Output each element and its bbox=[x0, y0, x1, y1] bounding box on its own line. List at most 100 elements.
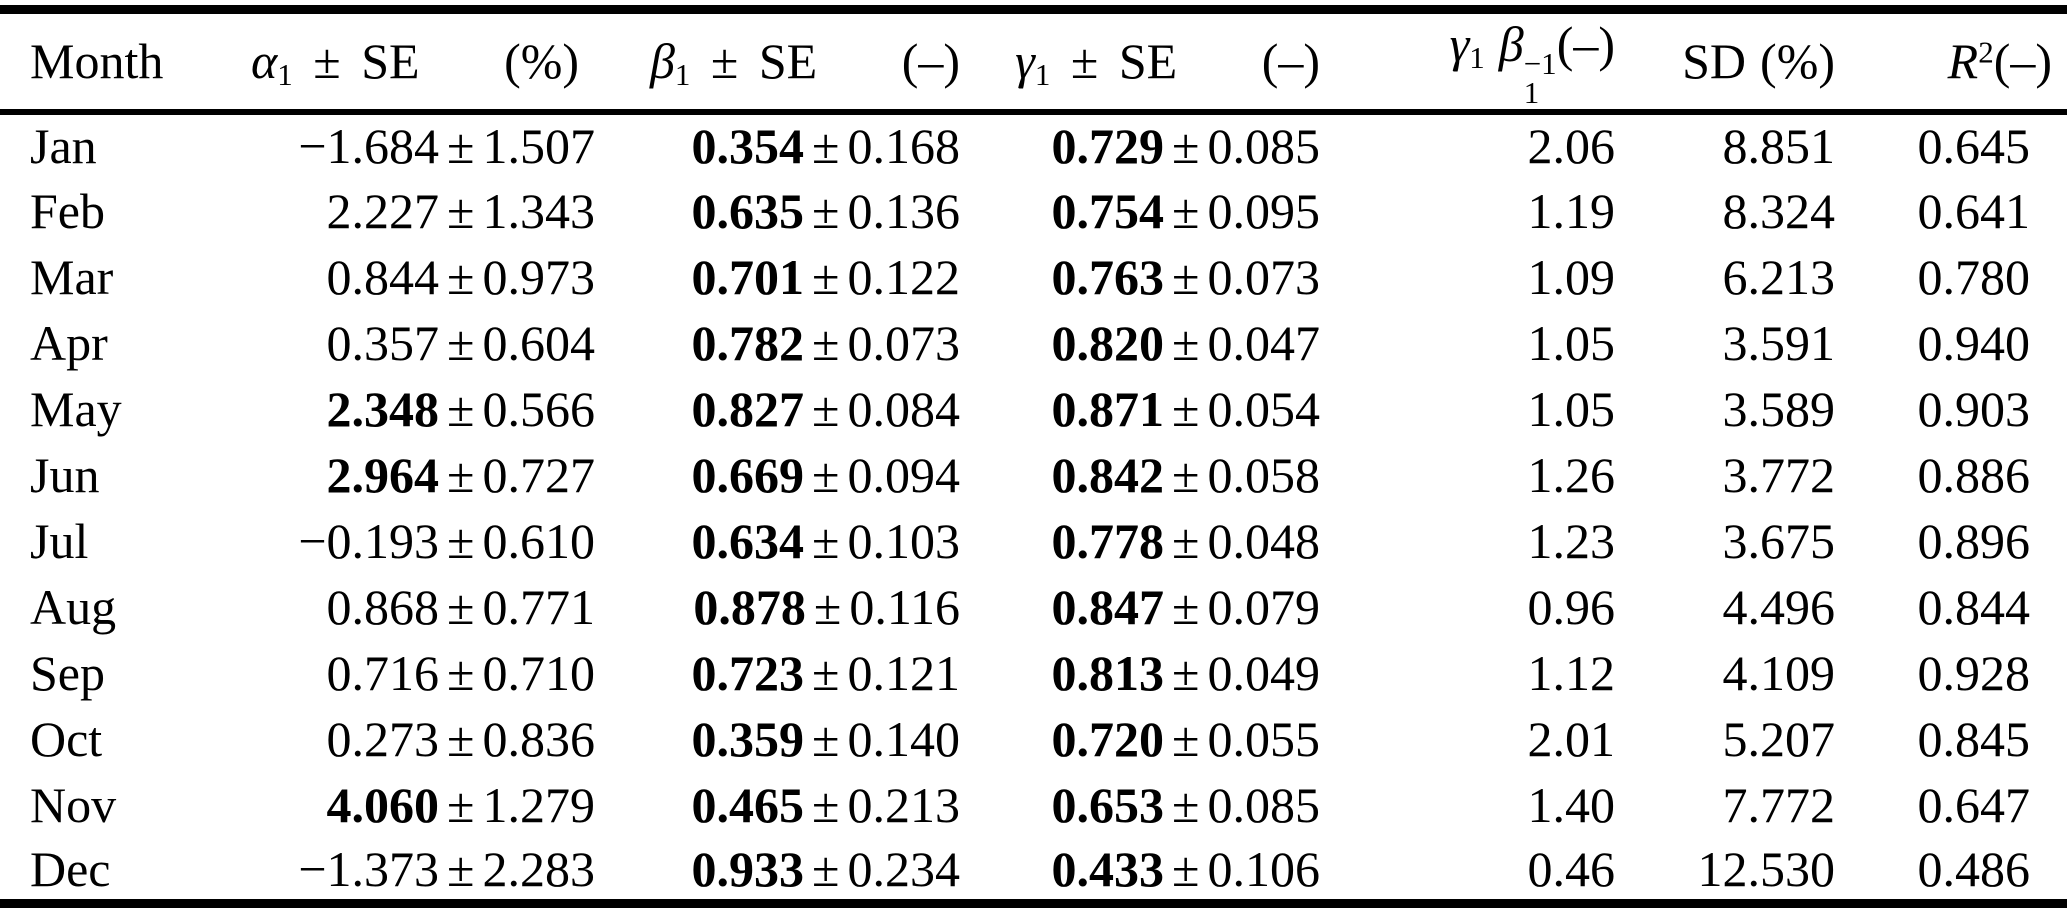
beta-cell: 0.701 ±0.122 bbox=[605, 244, 970, 310]
ratio-cell: 2.01 bbox=[1527, 710, 1616, 767]
r2-cell: 0.645 bbox=[1917, 118, 2031, 175]
table-row: Jun 2.964 ±0.727 0.669 ±0.094 0.842 ±0.058 1.26… bbox=[0, 442, 2067, 508]
header-sd: SD (%) bbox=[1625, 9, 1845, 115]
ratio-cell: 1.05 bbox=[1527, 314, 1616, 371]
ratio-cell: 1.19 bbox=[1527, 182, 1616, 239]
gamma-cell: 0.433 ±0.106 bbox=[970, 838, 1330, 904]
se-label: SE bbox=[1118, 33, 1178, 90]
table-row: Dec −1.373 ±2.283 0.933 ±0.234 0.433 ±0.106 0.4… bbox=[0, 838, 2067, 904]
r2-cell: 0.641 bbox=[1917, 182, 2031, 239]
r2-unit: (–) bbox=[1993, 33, 2052, 90]
sd-cell: 7.772 bbox=[1722, 776, 1836, 833]
sd-cell: 3.589 bbox=[1722, 380, 1836, 437]
alpha-se: 0.610 bbox=[482, 512, 596, 569]
plus-minus-sign: ± bbox=[812, 840, 840, 897]
gamma-value: 0.653 bbox=[1051, 776, 1165, 833]
plus-minus-sign: ± bbox=[812, 446, 840, 503]
plus-minus-sign: ± bbox=[710, 33, 739, 90]
plus-minus-sign: ± bbox=[1172, 710, 1200, 767]
plus-minus-sign: ± bbox=[447, 578, 475, 635]
beta-se: 0.073 bbox=[847, 314, 961, 371]
beta-cell: 0.635 ±0.136 bbox=[605, 178, 970, 244]
alpha-value: −1.373 bbox=[298, 840, 440, 897]
gamma-symbol: γ1 bbox=[1015, 33, 1051, 93]
header-beta: β1 ± SE (–) bbox=[605, 9, 970, 115]
alpha-value: 0.868 bbox=[326, 578, 440, 635]
table-header: Month α1 ± SE (%) β1 ± SE (–) γ1 ± S bbox=[0, 9, 2067, 115]
ratio-cell: 1.40 bbox=[1527, 776, 1616, 833]
beta-value: 0.359 bbox=[691, 710, 805, 767]
sd-cell: 3.772 bbox=[1722, 446, 1836, 503]
plus-minus-sign: ± bbox=[447, 380, 475, 437]
gamma-value: 0.778 bbox=[1051, 512, 1165, 569]
plus-minus-sign: ± bbox=[447, 512, 475, 569]
r2-cell: 0.928 bbox=[1917, 644, 2031, 701]
beta-value: 0.878 bbox=[693, 578, 806, 635]
beta-cell: 0.723 ±0.121 bbox=[605, 640, 970, 706]
plus-minus-sign: ± bbox=[313, 33, 341, 90]
monthly-regression-table: Month α1 ± SE (%) β1 ± SE (–) γ1 ± S bbox=[0, 5, 2067, 909]
alpha-se: 0.727 bbox=[482, 446, 596, 503]
beta-value: 0.723 bbox=[691, 644, 805, 701]
table-row: Feb 2.227 ±1.343 0.635 ±0.136 0.754 ±0.095 1.19… bbox=[0, 178, 2067, 244]
alpha-value: 0.716 bbox=[326, 644, 440, 701]
ratio-cell: 1.26 bbox=[1527, 446, 1616, 503]
table-row: Jan −1.684 ±1.507 0.354 ±0.168 0.729 ±0.085 2.0… bbox=[0, 112, 2067, 178]
plus-minus-sign: ± bbox=[447, 776, 475, 833]
month-cell: Nov bbox=[30, 776, 117, 833]
alpha-se: 0.973 bbox=[482, 248, 596, 305]
month-cell: Oct bbox=[30, 710, 103, 767]
beta-unit: (–) bbox=[901, 33, 960, 90]
ratio-cell: 2.06 bbox=[1527, 118, 1616, 175]
alpha-se: 2.283 bbox=[482, 840, 596, 897]
beta-se: 0.084 bbox=[847, 380, 961, 437]
gamma-cell: 0.871 ±0.054 bbox=[970, 376, 1330, 442]
plus-minus-sign: ± bbox=[1172, 578, 1200, 635]
gamma-value: 0.720 bbox=[1051, 710, 1165, 767]
plus-minus-sign: ± bbox=[1070, 33, 1099, 90]
plus-minus-sign: ± bbox=[813, 578, 842, 635]
alpha-value: 4.060 bbox=[326, 776, 440, 833]
table-body: Jan −1.684 ±1.507 0.354 ±0.168 0.729 ±0.085 2.0… bbox=[0, 112, 2067, 904]
header-row: Month α1 ± SE (%) β1 ± SE (–) γ1 ± S bbox=[0, 9, 2067, 115]
table-row: Apr 0.357 ±0.604 0.782 ±0.073 0.820 ±0.047 1.05… bbox=[0, 310, 2067, 376]
gamma-value: 0.729 bbox=[1051, 118, 1165, 175]
alpha-unit: (%) bbox=[504, 33, 580, 90]
month-cell: May bbox=[30, 380, 122, 437]
r2-cell: 0.845 bbox=[1917, 710, 2031, 767]
beta-se: 0.213 bbox=[847, 776, 961, 833]
beta-se: 0.103 bbox=[847, 512, 961, 569]
plus-minus-sign: ± bbox=[1172, 446, 1200, 503]
ratio-cell: 1.12 bbox=[1527, 644, 1616, 701]
se-label: SE bbox=[758, 33, 818, 90]
alpha-symbol: α1 bbox=[251, 33, 293, 93]
r2-cell: 0.940 bbox=[1917, 314, 2031, 371]
month-cell: Jan bbox=[30, 118, 97, 175]
alpha-cell: 0.273 ±0.836 bbox=[250, 706, 605, 772]
ratio-cell: 0.96 bbox=[1527, 578, 1616, 635]
beta-cell: 0.782 ±0.073 bbox=[605, 310, 970, 376]
gamma-cell: 0.813 ±0.049 bbox=[970, 640, 1330, 706]
plus-minus-sign: ± bbox=[447, 840, 475, 897]
beta-value: 0.465 bbox=[691, 776, 805, 833]
header-month: Month bbox=[0, 9, 250, 115]
gamma-value: 0.871 bbox=[1051, 380, 1165, 437]
table-row: Nov 4.060 ±1.279 0.465 ±0.213 0.653 ±0.085 1.40… bbox=[0, 772, 2067, 838]
gamma-cell: 0.847 ±0.079 bbox=[970, 574, 1330, 640]
gamma-se: 0.073 bbox=[1207, 248, 1321, 305]
alpha-se: 0.771 bbox=[482, 578, 596, 635]
gamma-value: 0.754 bbox=[1051, 182, 1165, 239]
se-label: SE bbox=[361, 33, 420, 90]
beta-inverse-symbol: β −1 1 bbox=[1498, 16, 1557, 111]
alpha-cell: 2.227 ±1.343 bbox=[250, 178, 605, 244]
beta-cell: 0.669 ±0.094 bbox=[605, 442, 970, 508]
plus-minus-sign: ± bbox=[812, 380, 840, 437]
plus-minus-sign: ± bbox=[1172, 840, 1200, 897]
beta-se: 0.122 bbox=[847, 248, 961, 305]
gamma-cell: 0.720 ±0.055 bbox=[970, 706, 1330, 772]
alpha-cell: −1.373 ±2.283 bbox=[250, 838, 605, 904]
beta-cell: 0.933 ±0.234 bbox=[605, 838, 970, 904]
month-cell: Jul bbox=[30, 512, 89, 569]
header-ratio: γ1 β −1 1 (–) bbox=[1330, 9, 1625, 115]
plus-minus-sign: ± bbox=[447, 182, 475, 239]
